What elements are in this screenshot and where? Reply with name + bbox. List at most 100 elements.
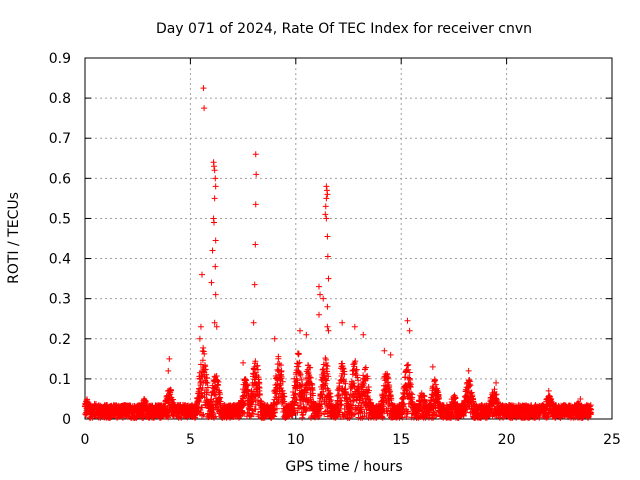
data-point bbox=[309, 390, 316, 397]
data-point bbox=[295, 363, 302, 370]
data-point bbox=[469, 392, 476, 399]
y-tick-label: 0.3 bbox=[49, 292, 71, 308]
data-point bbox=[577, 395, 584, 402]
data-point bbox=[256, 392, 263, 399]
data-point bbox=[320, 295, 327, 302]
data-point bbox=[315, 283, 322, 290]
data-point bbox=[325, 327, 332, 334]
x-tick-label: 0 bbox=[81, 432, 90, 448]
data-point bbox=[323, 377, 330, 384]
data-point bbox=[400, 400, 407, 407]
data-point bbox=[360, 382, 367, 389]
y-axis-label: ROTI / TECUs bbox=[6, 192, 22, 284]
data-point bbox=[212, 413, 219, 420]
data-point bbox=[404, 386, 411, 393]
data-point bbox=[252, 406, 259, 413]
data-point bbox=[493, 391, 500, 398]
data-point bbox=[322, 211, 329, 218]
data-point bbox=[293, 375, 300, 382]
data-point bbox=[587, 402, 594, 409]
plot-frame bbox=[84, 57, 613, 420]
data-point bbox=[350, 382, 357, 389]
data-point bbox=[200, 411, 207, 418]
data-point bbox=[211, 195, 218, 202]
data-point bbox=[215, 379, 222, 386]
data-point bbox=[250, 319, 257, 326]
data-point bbox=[321, 411, 328, 418]
data-point bbox=[348, 405, 355, 412]
data-point bbox=[585, 414, 592, 421]
data-point bbox=[212, 263, 219, 270]
data-point bbox=[433, 411, 440, 418]
data-point bbox=[240, 359, 247, 366]
data-point bbox=[119, 414, 126, 421]
data-point bbox=[307, 364, 314, 371]
data-point bbox=[253, 171, 260, 178]
data-point bbox=[342, 380, 349, 387]
data-point bbox=[386, 382, 393, 389]
data-point bbox=[303, 404, 310, 411]
data-point bbox=[294, 402, 301, 409]
data-point bbox=[297, 327, 304, 334]
data-point bbox=[200, 85, 207, 92]
data-point bbox=[381, 347, 388, 354]
data-point bbox=[465, 367, 472, 374]
data-point bbox=[281, 393, 288, 400]
data-point bbox=[340, 365, 347, 372]
data-point bbox=[324, 253, 331, 260]
data-point bbox=[328, 397, 335, 404]
data-point bbox=[256, 384, 263, 391]
data-point bbox=[494, 400, 501, 407]
data-point bbox=[209, 247, 216, 254]
data-point bbox=[407, 381, 414, 388]
data-point bbox=[213, 372, 220, 379]
data-point bbox=[140, 414, 147, 421]
data-point bbox=[203, 371, 210, 378]
data-point bbox=[339, 319, 346, 326]
data-point bbox=[197, 361, 204, 368]
data-point bbox=[352, 358, 359, 365]
data-points bbox=[81, 85, 595, 421]
y-tick-label: 0.7 bbox=[49, 131, 71, 147]
data-point bbox=[545, 387, 552, 394]
x-axis-label: GPS time / hours bbox=[285, 459, 402, 475]
x-tick-label: 25 bbox=[603, 432, 621, 448]
data-point bbox=[430, 414, 437, 421]
y-tick-label: 0.1 bbox=[49, 372, 71, 388]
data-point bbox=[338, 401, 345, 408]
x-tick-label: 10 bbox=[287, 432, 305, 448]
data-point bbox=[402, 382, 409, 389]
data-point bbox=[360, 380, 367, 387]
data-point bbox=[197, 323, 204, 330]
data-point bbox=[406, 369, 413, 376]
data-point bbox=[203, 375, 210, 382]
data-point bbox=[213, 323, 220, 330]
y-tick-label: 0.8 bbox=[49, 91, 71, 107]
data-point bbox=[360, 372, 367, 379]
data-point bbox=[323, 183, 330, 190]
data-point bbox=[211, 167, 218, 174]
data-point bbox=[211, 163, 218, 170]
data-point bbox=[323, 362, 330, 369]
data-point bbox=[194, 403, 201, 410]
data-point bbox=[387, 351, 394, 358]
data-point bbox=[212, 237, 219, 244]
data-point bbox=[200, 344, 207, 351]
data-point bbox=[252, 358, 259, 365]
data-point bbox=[258, 398, 265, 405]
data-point bbox=[467, 382, 474, 389]
data-point bbox=[142, 398, 149, 405]
data-point bbox=[297, 371, 304, 378]
data-point bbox=[434, 387, 441, 394]
data-point bbox=[491, 386, 498, 393]
data-point bbox=[248, 413, 255, 420]
data-point bbox=[409, 391, 416, 398]
data-point bbox=[355, 377, 362, 384]
data-point bbox=[452, 395, 459, 402]
data-point bbox=[384, 375, 391, 382]
data-point bbox=[321, 372, 328, 379]
data-point bbox=[205, 399, 212, 406]
x-tick-label: 20 bbox=[498, 432, 516, 448]
data-point bbox=[325, 275, 332, 282]
